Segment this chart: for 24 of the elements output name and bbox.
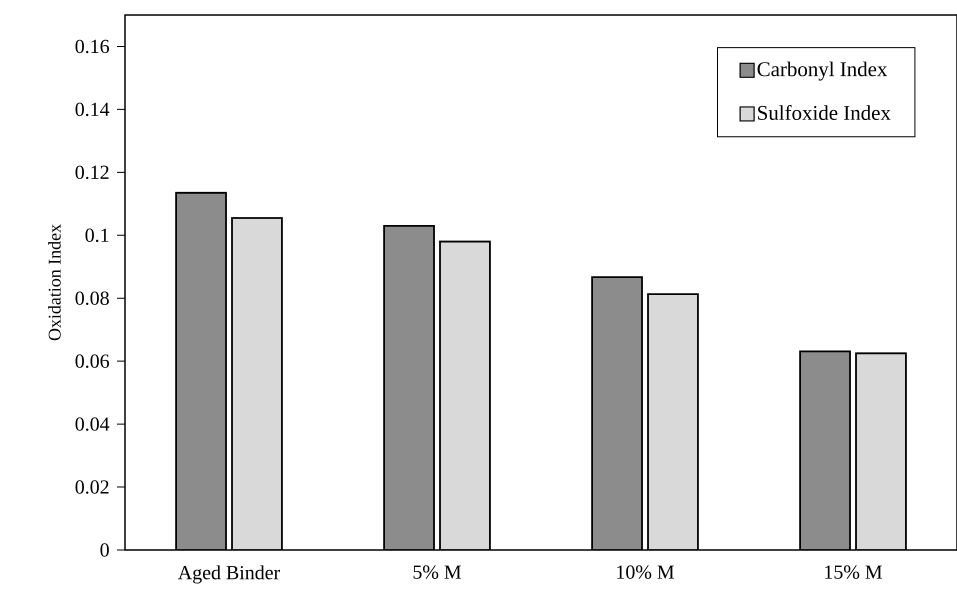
y-tick-label: 0.16 [76, 40, 110, 54]
bar [231, 217, 283, 550]
y-tick-label: 0.12 [76, 166, 109, 180]
y-tick-label: 0.06 [76, 354, 110, 368]
y-axis-title: Oxidation Index [48, 224, 61, 340]
y-tick-label: 0.1 [85, 228, 108, 242]
x-tick-label: 10% M [617, 565, 674, 579]
y-tick-label: 0.08 [76, 291, 109, 305]
bar [591, 276, 643, 550]
legend-label: Sulfoxide Index [758, 105, 891, 120]
bar [799, 350, 851, 550]
y-tick-label: 0 [100, 543, 109, 557]
bar [175, 192, 227, 550]
x-tick-label: Aged Binder [178, 565, 280, 584]
bar [647, 293, 699, 550]
bar [855, 352, 907, 550]
x-tick-label: 15% M [825, 565, 882, 579]
y-tick-label: 0.02 [76, 480, 109, 494]
y-tick-label: 0.04 [76, 417, 110, 431]
bar [383, 224, 435, 550]
bar [439, 240, 491, 550]
y-tick-label: 0.14 [76, 102, 110, 116]
x-tick-label: 5% M [414, 565, 462, 579]
legend-label: Carbonyl Index [758, 62, 888, 81]
